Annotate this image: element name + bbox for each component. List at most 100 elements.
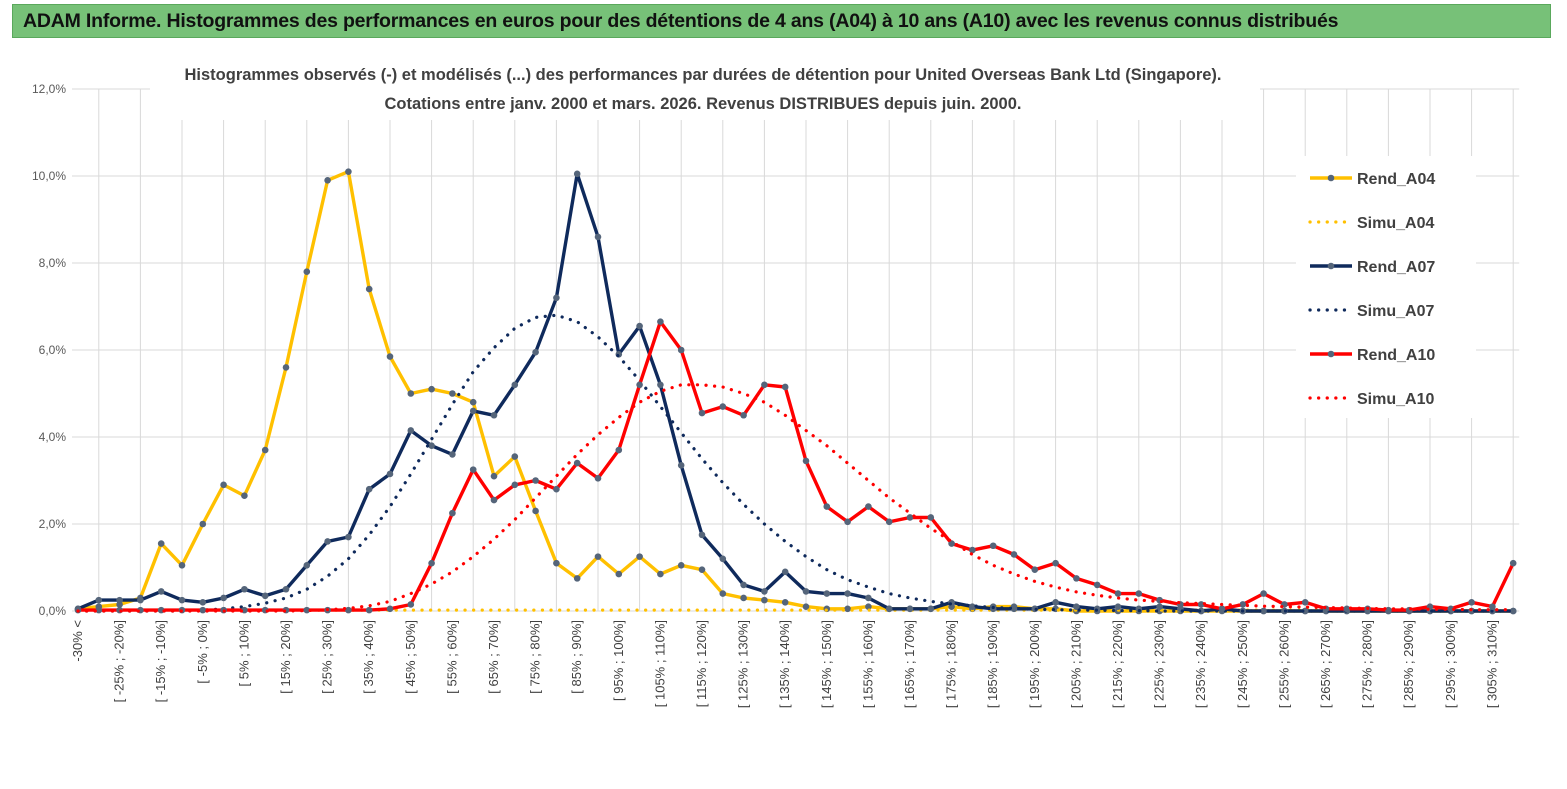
x-axis-tick-labels: -30% < [ -25% ; -20%] [ -15% ; -10%] [ -5% … [70, 620, 1499, 708]
y-tick-label: 6,0% [39, 343, 67, 357]
data-point-rend-a07 [95, 596, 103, 604]
data-point-rend-a04 [553, 559, 560, 567]
x-tick-label: [ 145% ; 150%] [819, 620, 834, 708]
data-point-rend-a07 [324, 538, 331, 545]
data-point-rend-a04 [220, 481, 227, 489]
chart-title: Histogrammes observés (-) et modélisés (… [184, 66, 1221, 84]
data-point-rend-a04 [157, 540, 165, 547]
data-point-rend-a10 [906, 514, 914, 521]
data-point-rend-a04 [469, 398, 477, 406]
chart-legend: Rend_A04 Simu_A04 Rend_A07 Simu_A07 Rend_A10… [1296, 156, 1476, 418]
data-point-rend-a07 [636, 322, 643, 330]
data-point-rend-a07 [1260, 607, 1267, 615]
data-point-rend-a10 [1010, 551, 1018, 558]
data-point-rend-a10 [927, 514, 935, 521]
legend-label-rend-a07: Rend_A07 [1357, 259, 1435, 276]
x-tick-label: [ -25% ; -20%] [112, 620, 127, 702]
x-tick-label: [ 305% ; 310%] [1484, 620, 1499, 708]
x-tick-label: [ 55% ; 60%] [444, 620, 459, 694]
legend-marker-rend-a07 [1327, 262, 1335, 270]
data-point-rend-a07 [719, 555, 727, 563]
data-point-rend-a04 [802, 603, 810, 610]
data-point-rend-a04 [677, 562, 685, 569]
x-tick-label: [ 115% ; 120%] [694, 620, 709, 707]
data-point-rend-a10 [532, 477, 539, 484]
data-point-rend-a04 [615, 570, 623, 578]
y-tick-label: 8,0% [39, 256, 67, 270]
data-point-rend-a04 [636, 553, 643, 560]
data-point-rend-a07 [511, 381, 519, 389]
legend-marker-rend-a10 [1327, 350, 1335, 358]
data-point-rend-a10 [1093, 581, 1101, 589]
data-point-rend-a04 [490, 472, 498, 480]
x-tick-label: [ 25% ; 30%] [320, 620, 335, 694]
data-point-rend-a04 [761, 596, 768, 604]
data-point-rend-a04 [594, 553, 602, 560]
data-point-rend-a10 [1509, 559, 1517, 567]
legend-label-simu-a07: Simu_A07 [1357, 303, 1434, 320]
data-point-rend-a07 [844, 590, 851, 597]
data-point-rend-a07 [761, 588, 768, 595]
data-point-rend-a07 [698, 531, 706, 539]
data-point-rend-a10 [1447, 605, 1455, 613]
data-point-rend-a04 [511, 453, 519, 460]
x-tick-label: [ -5% ; 0%] [195, 620, 210, 684]
data-point-rend-a07 [490, 411, 498, 419]
data-point-rend-a04 [719, 590, 727, 597]
series-line-simu-a10 [76, 383, 1515, 613]
data-point-rend-a07 [1114, 603, 1122, 610]
data-point-rend-a10 [449, 509, 456, 517]
data-point-rend-a07 [1156, 603, 1163, 610]
data-point-rend-a10 [407, 601, 415, 608]
data-point-rend-a10 [553, 485, 560, 493]
data-point-rend-a07 [261, 592, 269, 600]
data-point-rend-a10 [740, 411, 747, 419]
data-point-rend-a10 [698, 409, 706, 417]
x-tick-label: [ 195% ; 200%] [1027, 620, 1042, 708]
data-point-rend-a10 [657, 318, 664, 326]
data-point-rend-a04 [345, 168, 352, 175]
data-point-rend-a10 [386, 605, 394, 613]
data-point-rend-a04 [428, 385, 435, 393]
data-point-rend-a10 [365, 606, 373, 614]
data-point-rend-a10 [490, 496, 498, 504]
data-point-rend-a07 [823, 590, 831, 597]
data-point-rend-a10 [677, 346, 685, 354]
x-tick-label: [ 295% ; 300%] [1443, 620, 1458, 708]
legend-background [1296, 156, 1476, 418]
chart-subtitle: Cotations entre janv. 2000 et mars. 2026… [384, 95, 1021, 113]
data-point-rend-a10 [1301, 599, 1309, 606]
data-point-rend-a04 [865, 603, 872, 610]
data-point-rend-a04 [698, 566, 706, 573]
data-point-rend-a07 [178, 596, 186, 604]
data-point-rend-a07 [553, 294, 560, 302]
data-point-rend-a10 [1218, 605, 1226, 613]
data-point-rend-a10 [1073, 575, 1080, 582]
data-point-rend-a10 [594, 475, 602, 482]
data-point-rend-a04 [386, 353, 394, 360]
y-tick-label: 10,0% [32, 169, 66, 183]
x-tick-label: [ 65% ; 70%] [486, 620, 501, 694]
data-point-rend-a07 [157, 588, 165, 595]
data-point-rend-a10 [948, 540, 955, 547]
data-point-rend-a10 [428, 559, 435, 567]
data-point-rend-a04 [781, 599, 789, 606]
data-point-rend-a07 [1301, 607, 1309, 615]
data-point-rend-a10 [345, 606, 352, 614]
data-point-rend-a07 [345, 533, 352, 541]
data-point-rend-a04 [365, 285, 373, 293]
data-point-rend-a10 [1052, 559, 1059, 567]
x-tick-label: -30% < [70, 620, 85, 662]
x-tick-label: [ 125% ; 130%] [736, 620, 751, 708]
chart-titles: Histogrammes observés (-) et modélisés (… [150, 58, 1260, 120]
x-tick-label: [ 235% ; 240%] [1193, 620, 1208, 708]
data-point-rend-a10 [885, 518, 893, 526]
data-point-rend-a07 [199, 599, 207, 606]
data-point-rend-a07 [594, 233, 602, 241]
x-tick-label: [ 205% ; 210%] [1068, 620, 1083, 708]
y-axis-tick-labels: 0,0% 2,0% 4,0% 6,0% 8,0% 10,0% 12,0% [32, 82, 66, 618]
y-tick-label: 4,0% [39, 430, 67, 444]
data-point-rend-a07 [220, 594, 227, 602]
data-point-rend-a04 [740, 594, 747, 602]
